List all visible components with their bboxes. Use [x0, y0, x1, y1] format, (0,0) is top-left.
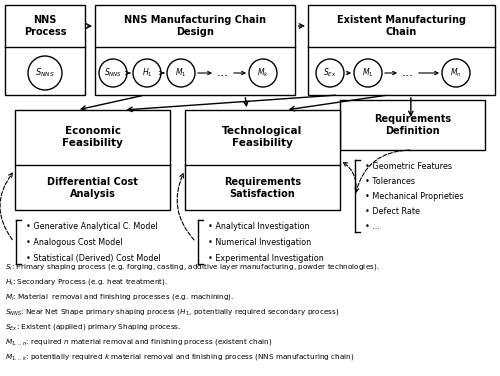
Text: • Analytical Investigation: • Analytical Investigation: [208, 222, 310, 231]
Bar: [15, 110, 170, 210]
Bar: [185, 110, 340, 210]
Text: $S_{NNS}$: $S_{NNS}$: [35, 67, 55, 79]
Text: • Tolerances: • Tolerances: [365, 177, 415, 186]
Text: $S_{Ex}$: Existent (applied) primary Shaping process.: $S_{Ex}$: Existent (applied) primary Sha…: [5, 322, 181, 332]
Circle shape: [28, 56, 62, 90]
Bar: [95, 5, 295, 95]
Text: ...: ...: [402, 67, 414, 79]
Text: $M_{1...n}$: required $n$ material removal and finishing process (existent chain: $M_{1...n}$: required $n$ material remov…: [5, 337, 272, 347]
Text: $H_i$: Secondary Process (e.g. heat treatment).: $H_i$: Secondary Process (e.g. heat trea…: [5, 277, 168, 287]
Text: • Numerical Investigation: • Numerical Investigation: [208, 238, 311, 247]
Text: $M_k$: $M_k$: [257, 67, 269, 79]
Circle shape: [442, 59, 470, 87]
Text: Requirements
Satisfaction: Requirements Satisfaction: [224, 177, 301, 199]
Circle shape: [249, 59, 277, 87]
Text: • Generative Analytical C. Model: • Generative Analytical C. Model: [26, 222, 158, 231]
Text: $M_i$: Material  removal and finishing processes (e.g. machining).: $M_i$: Material removal and finishing pr…: [5, 292, 234, 302]
Circle shape: [167, 59, 195, 87]
Text: NNS
Process: NNS Process: [24, 15, 66, 37]
Text: $M_1$: $M_1$: [176, 67, 186, 79]
Circle shape: [354, 59, 382, 87]
Text: $S_{NNS}$: $S_{NNS}$: [104, 67, 122, 79]
Text: $M_1$: $M_1$: [362, 67, 374, 79]
Text: $S_{Ex}$: $S_{Ex}$: [324, 67, 336, 79]
Text: • Geometric Features: • Geometric Features: [365, 162, 452, 171]
Circle shape: [133, 59, 161, 87]
Text: $S_i$: Primary shaping process (e.g. forging, casting, additive layer manufactur: $S_i$: Primary shaping process (e.g. for…: [5, 262, 380, 272]
Text: • ...: • ...: [365, 222, 380, 231]
Text: Requirements
Definition: Requirements Definition: [374, 114, 451, 136]
Circle shape: [316, 59, 344, 87]
Text: • Experimental Investigation: • Experimental Investigation: [208, 254, 324, 263]
Bar: [5, 5, 85, 95]
Bar: [340, 100, 485, 150]
Text: • Analogous Cost Model: • Analogous Cost Model: [26, 238, 122, 247]
Circle shape: [99, 59, 127, 87]
Text: $M_{1...k}$: potentially required $k$ material removal and finishing process (NN: $M_{1...k}$: potentially required $k$ ma…: [5, 352, 354, 362]
Text: • Statistical (Derived) Cost Model: • Statistical (Derived) Cost Model: [26, 254, 160, 263]
Text: $M_n$: $M_n$: [450, 67, 462, 79]
Text: • Mechanical Proprieties: • Mechanical Proprieties: [365, 192, 464, 201]
Text: Economic
Feasibility: Economic Feasibility: [62, 126, 123, 148]
Text: • Defect Rate: • Defect Rate: [365, 207, 420, 216]
Text: NNS Manufacturing Chain
Design: NNS Manufacturing Chain Design: [124, 15, 266, 37]
Text: ...: ...: [217, 67, 229, 79]
Bar: [308, 5, 495, 95]
Text: $H_1$: $H_1$: [142, 67, 152, 79]
Text: Technological
Feasibility: Technological Feasibility: [222, 126, 302, 148]
Text: Differential Cost
Analysis: Differential Cost Analysis: [47, 177, 138, 199]
Text: $S_{NNS}$: Near Net Shape primary shaping process ($H_1$, potentially required s: $S_{NNS}$: Near Net Shape primary shapin…: [5, 307, 339, 317]
Text: Existent Manufacturing
Chain: Existent Manufacturing Chain: [337, 15, 466, 37]
